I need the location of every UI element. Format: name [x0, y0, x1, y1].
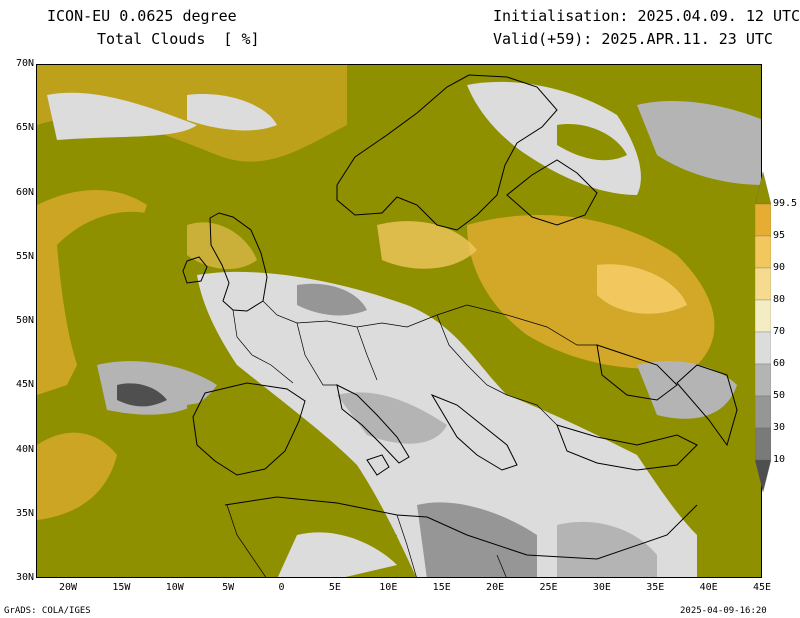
- lat-label: 65N: [15, 122, 34, 134]
- colorbar-label: 95: [773, 230, 786, 241]
- colorbar-label: 70: [773, 326, 786, 337]
- lon-label: 45E: [752, 582, 772, 593]
- colorbar: [755, 172, 771, 492]
- colorbar-swatch: [755, 267, 771, 301]
- cloud-map: [36, 64, 762, 578]
- lon-label: 0: [278, 582, 285, 593]
- colorbar-label: 30: [773, 422, 786, 433]
- lon-label: 20W: [58, 582, 78, 593]
- colorbar-swatch: [755, 235, 771, 269]
- colorbar-swatch: [755, 395, 771, 429]
- valid-time: Valid(+59): 2025.APR.11. 23 UTC: [493, 30, 773, 48]
- lat-label: 30N: [15, 572, 34, 583]
- lat-label: 60N: [15, 186, 34, 198]
- colorbar-swatch: [755, 203, 771, 237]
- lat-label: 40N: [15, 443, 34, 455]
- footer-left: GrADS: COLA/IGES: [4, 606, 91, 616]
- model-title: ICON-EU 0.0625 degree: [47, 7, 237, 25]
- lon-label: 5W: [222, 582, 235, 593]
- variable-title: Total Clouds [ %]: [97, 30, 260, 48]
- init-time: Initialisation: 2025.04.09. 12 UTC: [493, 7, 800, 25]
- colorbar-swatch: [755, 172, 771, 205]
- lat-label: 50N: [15, 315, 34, 326]
- lon-label: 35E: [646, 582, 665, 593]
- colorbar-label: 10: [773, 454, 786, 465]
- map-canvas: [37, 65, 761, 577]
- colorbar-label: 99.5: [773, 198, 798, 209]
- colorbar-swatch: [755, 299, 771, 333]
- lon-label: 15W: [112, 582, 131, 593]
- colorbar-label: 90: [773, 262, 786, 273]
- lat-label: 55N: [15, 250, 34, 262]
- lon-label: 20E: [486, 582, 505, 593]
- borders: [226, 300, 597, 577]
- lon-label: 5E: [328, 582, 341, 593]
- lon-label: 30E: [592, 582, 611, 593]
- lat-label: 45N: [15, 379, 34, 391]
- lat-label: 70N: [15, 58, 34, 69]
- colorbar-swatch: [755, 363, 771, 397]
- colorbar-swatch: [755, 459, 771, 492]
- colorbar-label: 50: [773, 390, 786, 401]
- colorbar-swatch: [755, 427, 771, 461]
- colorbar-label: 60: [773, 358, 786, 369]
- lon-label: 15E: [432, 582, 451, 593]
- colorbar-label: 80: [773, 294, 786, 305]
- lat-label: 35N: [15, 507, 34, 519]
- lon-label: 10E: [379, 582, 398, 593]
- lon-label: 10W: [165, 582, 184, 593]
- lon-label: 40E: [699, 582, 718, 593]
- footer-right: 2025-04-09-16:20: [680, 606, 767, 616]
- colorbar-swatch: [755, 331, 771, 365]
- lon-label: 25E: [539, 582, 558, 593]
- coastlines: [182, 74, 738, 560]
